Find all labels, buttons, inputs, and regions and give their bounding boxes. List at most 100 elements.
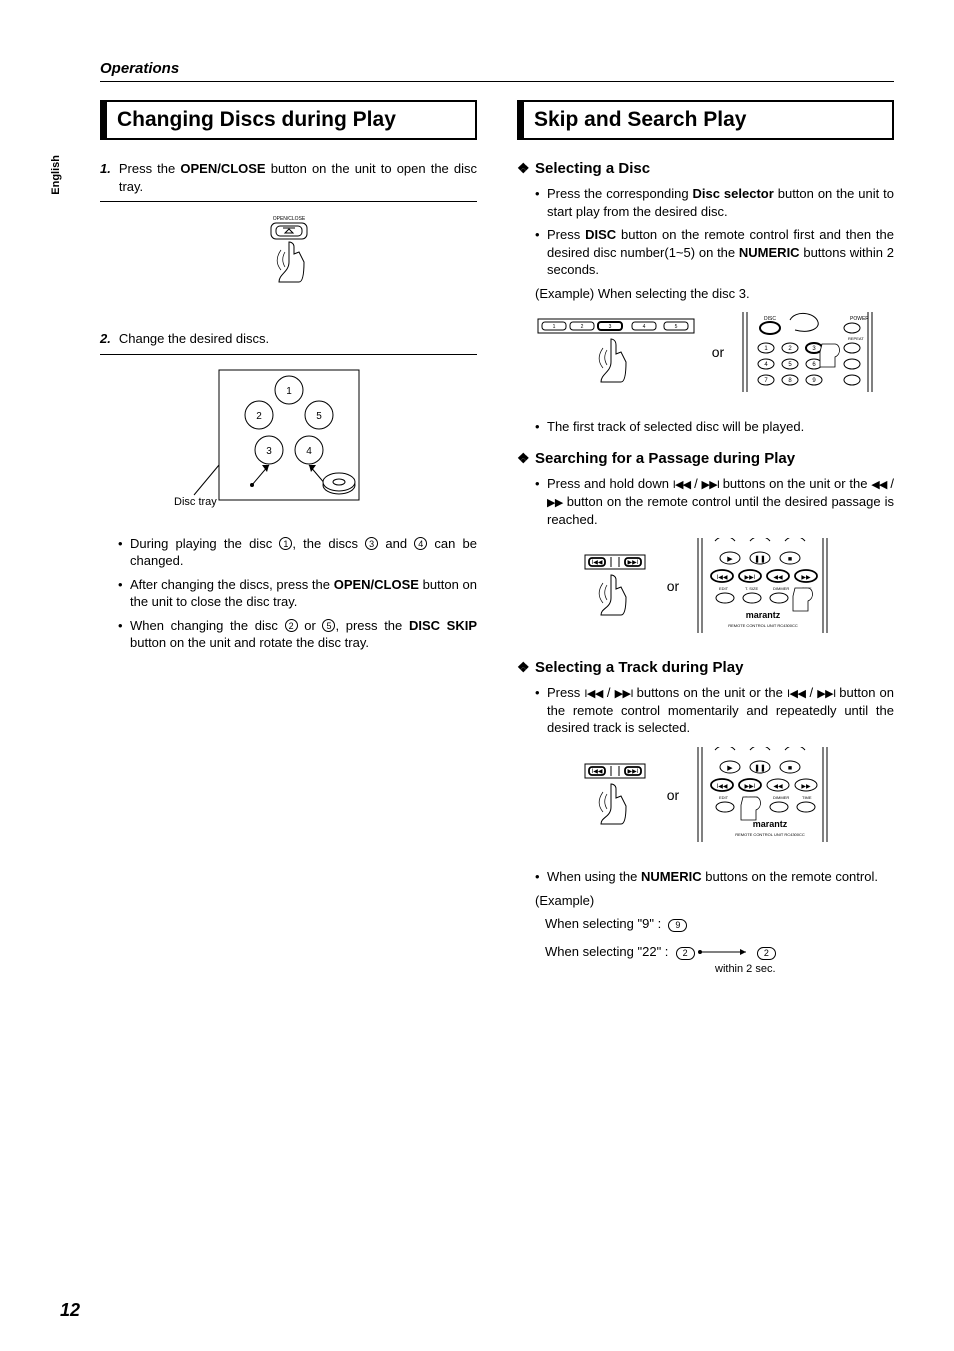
svg-text:I◀◀: I◀◀ bbox=[591, 769, 602, 775]
svg-text:TIME: TIME bbox=[802, 795, 812, 800]
forward-icon: ▶▶ bbox=[547, 497, 563, 509]
svg-text:1: 1 bbox=[552, 324, 555, 330]
svg-text:▶: ▶ bbox=[728, 556, 734, 563]
s1-bullet-3: The first track of selected disc will be… bbox=[517, 418, 894, 436]
or-label-3: or bbox=[667, 787, 679, 803]
svg-text:3: 3 bbox=[266, 446, 272, 457]
svg-text:EDIT: EDIT bbox=[719, 586, 729, 591]
left-bullet-2: After changing the discs, press the OPEN… bbox=[100, 576, 477, 611]
svg-text:▶▶: ▶▶ bbox=[802, 784, 812, 790]
skip-prev-icon: I◀◀ bbox=[673, 479, 691, 491]
svg-text:POWER: POWER bbox=[850, 316, 869, 322]
svg-text:◀◀: ◀◀ bbox=[774, 784, 784, 790]
svg-text:6: 6 bbox=[813, 362, 817, 368]
subsection-searching-passage: Searching for a Passage during Play bbox=[517, 450, 894, 467]
s3-select-9: When selecting "9" : 9 bbox=[517, 915, 894, 933]
left-bullet-1: During playing the disc 1, the discs 3 a… bbox=[100, 535, 477, 570]
s3-select-22: When selecting "22" : 2 2 within 2 sec. bbox=[517, 943, 894, 977]
svg-text:■: ■ bbox=[788, 556, 792, 563]
or-label-2: or bbox=[667, 578, 679, 594]
svg-text:7: 7 bbox=[765, 378, 769, 384]
svg-text:4: 4 bbox=[306, 446, 312, 457]
svg-text:1: 1 bbox=[765, 346, 769, 352]
svg-text:❚❚: ❚❚ bbox=[754, 555, 766, 563]
remote-transport-icon-2: ▶ ❚❚ ■ I◀◀ ▶▶I ◀◀ ▶▶ EDIT T. SIZE DIMMER… bbox=[695, 747, 830, 842]
svg-text:▶▶I: ▶▶I bbox=[627, 769, 638, 775]
svg-text:◀◀: ◀◀ bbox=[774, 575, 784, 581]
arrow-icon bbox=[698, 947, 753, 957]
within-2-sec-note: within 2 sec. bbox=[545, 962, 894, 977]
key-2-icon-2: 2 bbox=[757, 947, 776, 960]
svg-text:5: 5 bbox=[674, 324, 677, 330]
svg-text:9: 9 bbox=[813, 378, 817, 384]
skip-prev-icon-2: I◀◀ bbox=[584, 688, 602, 700]
s3-figure-row: I◀◀ ▶▶I or ▶ ❚❚ ■ I◀◀ ▶ bbox=[517, 747, 894, 842]
unit-skip-buttons-icon-2: I◀◀ ▶▶I bbox=[581, 762, 651, 827]
svg-text:2: 2 bbox=[256, 411, 262, 422]
left-column: Changing Discs during Play 1. Press the … bbox=[70, 100, 477, 1291]
svg-text:1: 1 bbox=[286, 386, 292, 397]
svg-text:REMOTE CONTROL UNIT RC4300CC: REMOTE CONTROL UNIT RC4300CC bbox=[735, 832, 805, 837]
page-number: 12 bbox=[60, 1300, 80, 1321]
s3-bullet-1: Press I◀◀ / ▶▶I buttons on the unit or t… bbox=[517, 684, 894, 737]
svg-text:I◀◀: I◀◀ bbox=[591, 560, 602, 566]
svg-text:I◀◀: I◀◀ bbox=[717, 784, 728, 790]
svg-text:▶▶I: ▶▶I bbox=[745, 784, 756, 790]
skip-prev-icon-3: I◀◀ bbox=[787, 688, 805, 700]
svg-text:■: ■ bbox=[788, 765, 792, 772]
s3-bullet-2: When using the NUMERIC buttons on the re… bbox=[517, 868, 894, 886]
svg-text:Disc tray: Disc tray bbox=[174, 496, 217, 508]
unit-skip-buttons-icon: I◀◀ ▶▶I bbox=[581, 553, 651, 618]
remote-transport-icon: ▶ ❚❚ ■ I◀◀ ▶▶I ◀◀ ▶▶ EDIT T. SIZE DIMMER… bbox=[695, 538, 830, 633]
or-label: or bbox=[712, 344, 724, 360]
svg-text:EDIT: EDIT bbox=[719, 795, 729, 800]
step-1: 1. Press the OPEN/CLOSE button on the un… bbox=[100, 160, 477, 202]
svg-text:marantz: marantz bbox=[753, 819, 788, 829]
s1-example: (Example) When selecting the disc 3. bbox=[517, 285, 894, 303]
open-close-button-icon: OPEN/CLOSE bbox=[249, 212, 329, 287]
step-1-number: 1. bbox=[100, 160, 111, 195]
skip-next-icon-2: ▶▶I bbox=[615, 688, 633, 700]
s3-example-label: (Example) bbox=[517, 892, 894, 910]
svg-text:3: 3 bbox=[608, 324, 611, 330]
svg-text:DIMMER: DIMMER bbox=[773, 586, 789, 591]
step-2-text: Change the desired discs. bbox=[119, 330, 269, 348]
svg-text:marantz: marantz bbox=[746, 610, 781, 620]
step-2: 2. Change the desired discs. bbox=[100, 330, 477, 355]
svg-text:❚❚: ❚❚ bbox=[754, 764, 766, 772]
svg-text:8: 8 bbox=[789, 378, 793, 384]
disc-tray-figure: 1 2 5 3 4 bbox=[100, 365, 477, 513]
svg-text:2: 2 bbox=[580, 324, 583, 330]
language-tab: English bbox=[50, 155, 62, 195]
svg-text:REPEAT: REPEAT bbox=[848, 336, 864, 341]
svg-text:5: 5 bbox=[316, 411, 322, 422]
right-column: Skip and Search Play Selecting a Disc Pr… bbox=[517, 100, 894, 1291]
s1-bullet-2: Press DISC button on the remote control … bbox=[517, 226, 894, 279]
open-close-figure: OPEN/CLOSE bbox=[100, 212, 477, 290]
svg-text:OPEN/CLOSE: OPEN/CLOSE bbox=[272, 216, 305, 222]
svg-text:I◀◀: I◀◀ bbox=[717, 575, 728, 581]
s2-figure-row: I◀◀ ▶▶I or ▶ ❚❚ ■ I◀◀ ▶ bbox=[517, 538, 894, 633]
skip-next-icon-3: ▶▶I bbox=[817, 688, 835, 700]
svg-text:DIMMER: DIMMER bbox=[773, 795, 789, 800]
subsection-selecting-disc: Selecting a Disc bbox=[517, 160, 894, 177]
content-area: Changing Discs during Play 1. Press the … bbox=[70, 100, 894, 1291]
section-title-changing-discs: Changing Discs during Play bbox=[100, 100, 477, 140]
s2-bullet-1: Press and hold down I◀◀ / ▶▶I buttons on… bbox=[517, 475, 894, 528]
svg-text:▶▶I: ▶▶I bbox=[627, 560, 638, 566]
svg-text:4: 4 bbox=[642, 324, 645, 330]
step-1-text: Press the OPEN/CLOSE button on the unit … bbox=[119, 160, 477, 195]
s1-figure-row: 1 2 3 4 5 or DISC POWER REPE bbox=[517, 312, 894, 392]
rewind-icon: ◀◀ bbox=[871, 479, 886, 491]
left-bullet-3: When changing the disc 2 or 5, press the… bbox=[100, 617, 477, 652]
svg-text:4: 4 bbox=[765, 362, 769, 368]
key-9-icon: 9 bbox=[668, 919, 687, 932]
key-2-icon: 2 bbox=[676, 947, 695, 960]
svg-text:2: 2 bbox=[789, 346, 793, 352]
subsection-selecting-track: Selecting a Track during Play bbox=[517, 659, 894, 676]
svg-text:REMOTE CONTROL UNIT RC4300CC: REMOTE CONTROL UNIT RC4300CC bbox=[728, 623, 798, 628]
svg-text:T. SIZE: T. SIZE bbox=[745, 586, 758, 591]
svg-text:▶: ▶ bbox=[728, 765, 734, 772]
section-title-skip-search: Skip and Search Play bbox=[517, 100, 894, 140]
svg-text:3: 3 bbox=[813, 346, 817, 352]
